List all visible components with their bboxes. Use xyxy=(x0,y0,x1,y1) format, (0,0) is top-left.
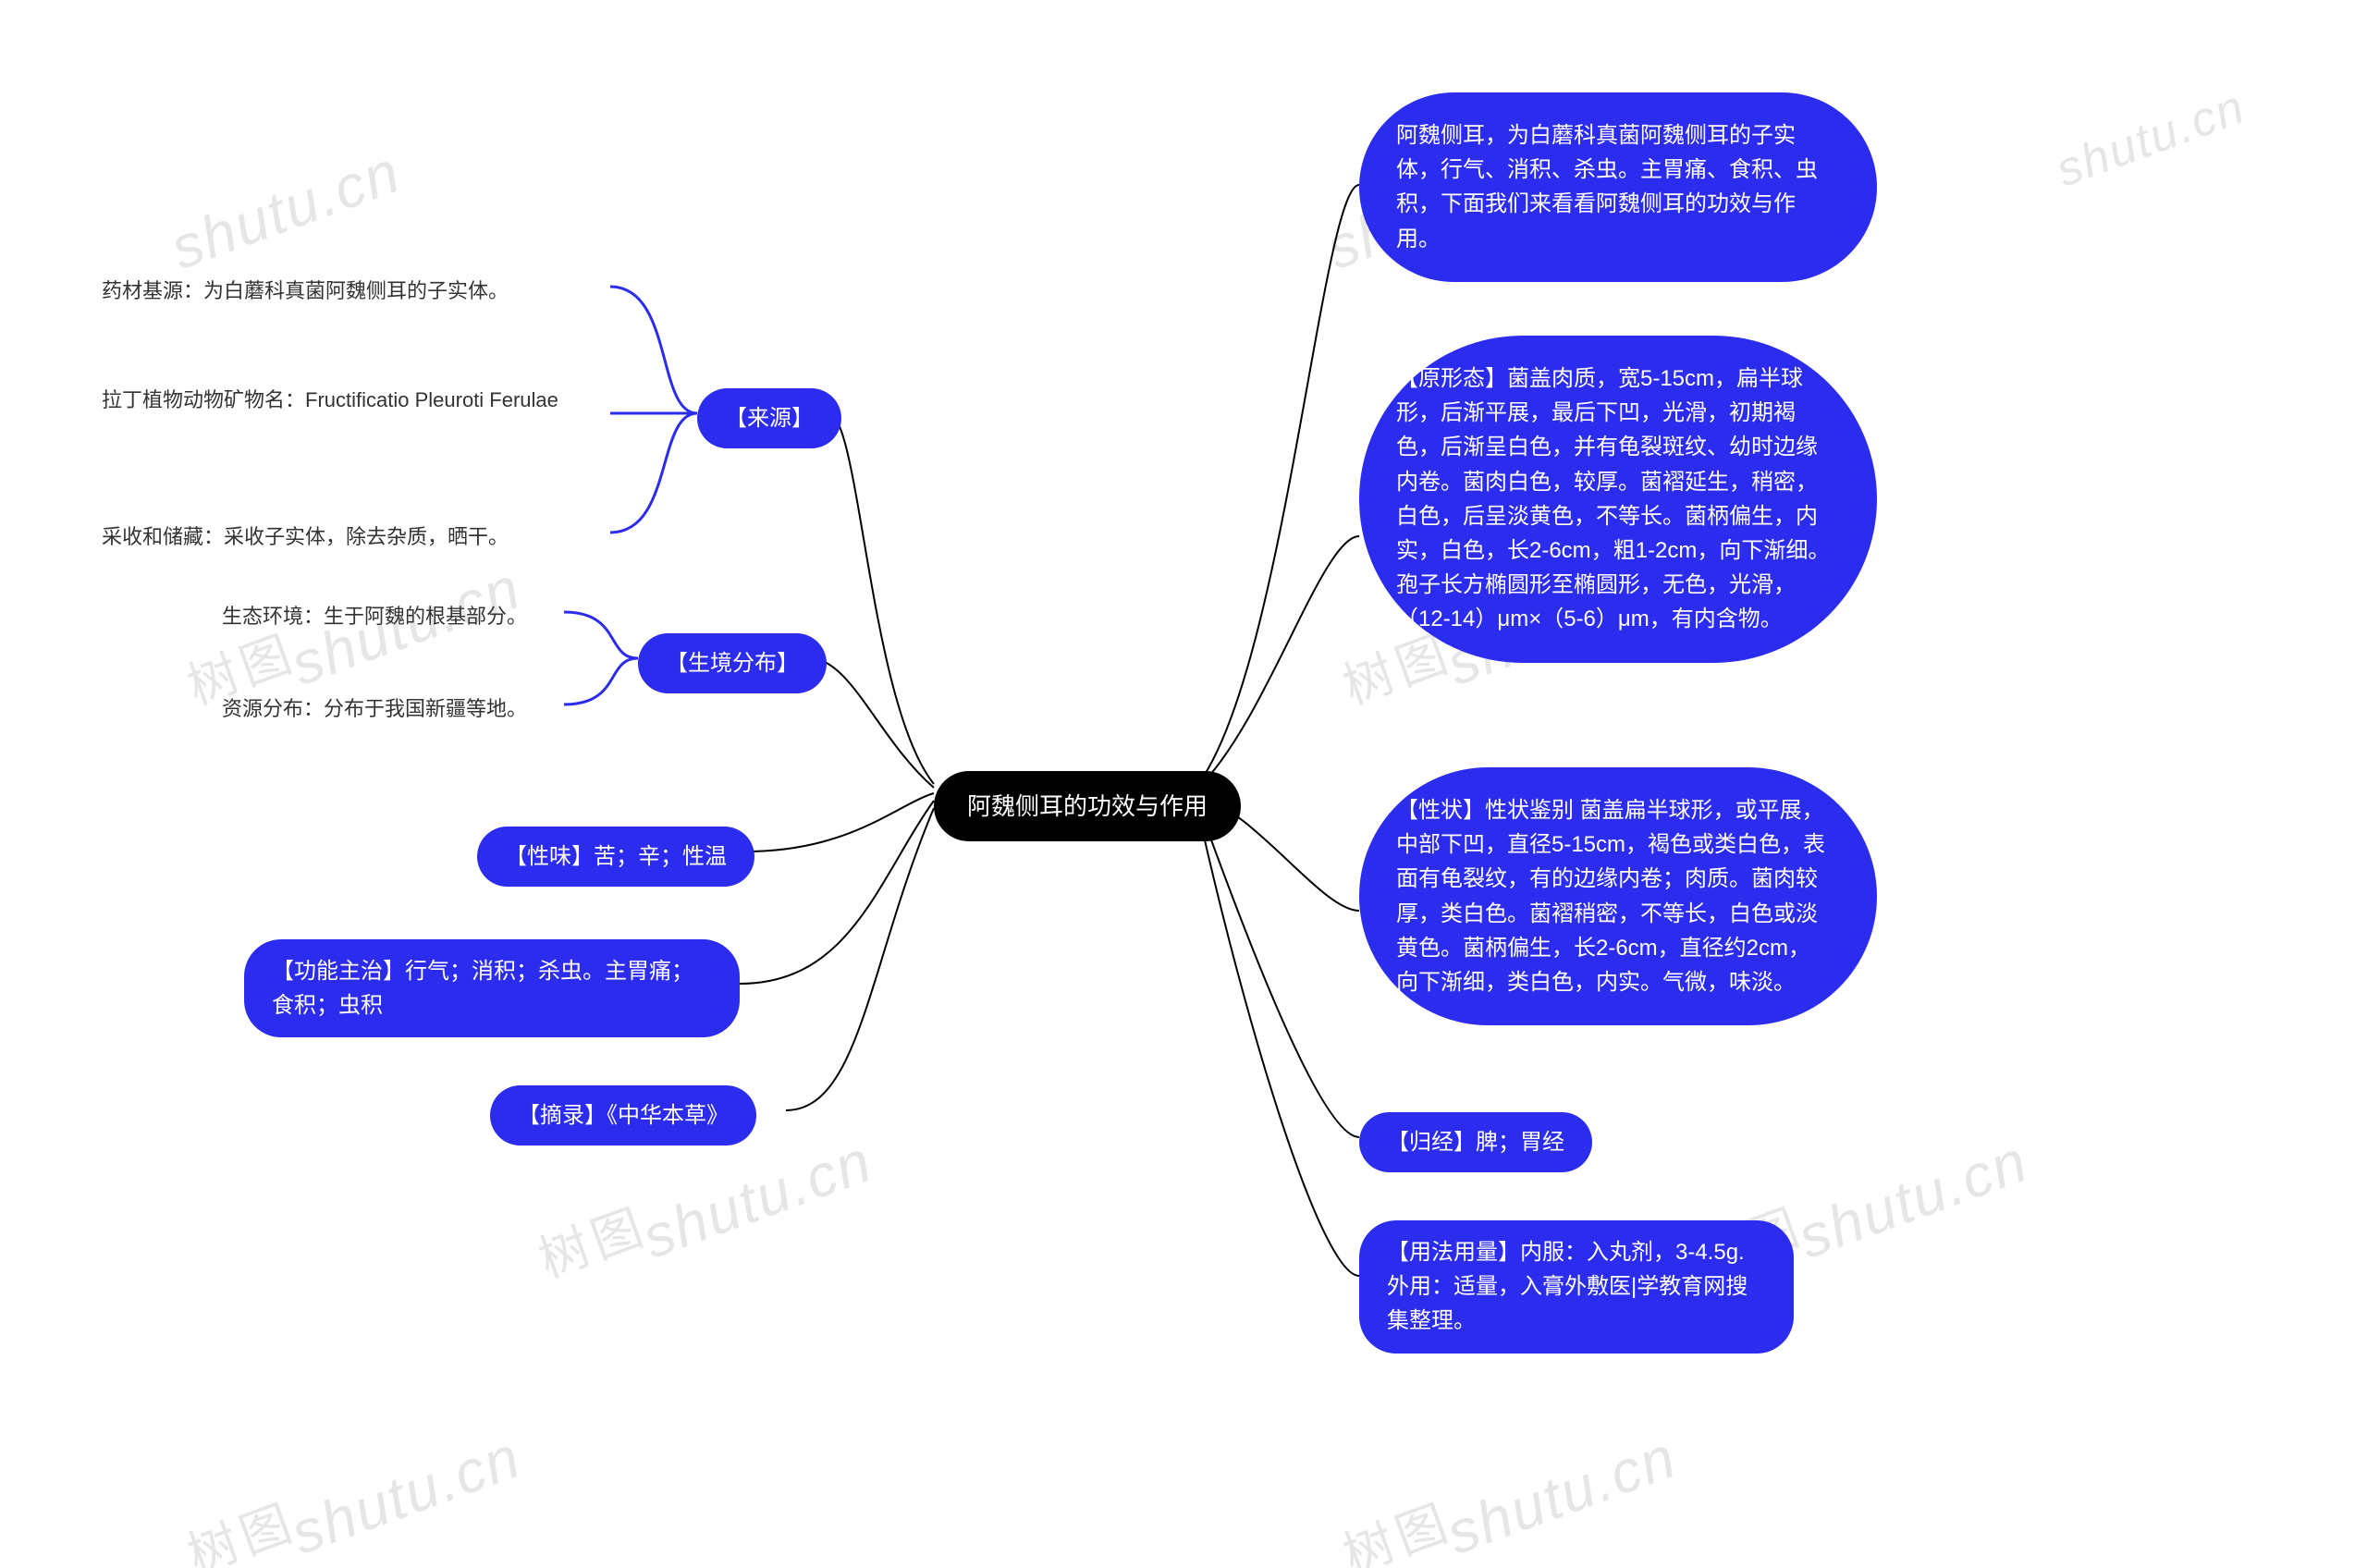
right-morph-text: 【原形态】菌盖肉质，宽5-15cm，扁半球形，后渐平展，最后下凹，光滑，初期褐色… xyxy=(1396,361,1833,637)
leaf-source-3: 采收和储藏：采收子实体，除去杂质，晒干。 xyxy=(102,521,601,553)
right-intro: 阿魏侧耳，为白蘑科真菌阿魏侧耳的子实体，行气、消积、杀虫。主胃痛、食积、虫积，下… xyxy=(1359,92,1877,282)
left-habitat-label: 【生境分布】 xyxy=(638,633,827,693)
right-shape-text: 【性状】性状鉴别 菌盖扁半球形，或平展，中部下凹，直径5-15cm，褐色或类白色… xyxy=(1396,793,1833,999)
watermark-en: shutu.cn xyxy=(282,1422,530,1568)
right-meridian: 【归经】脾；胃经 xyxy=(1359,1112,1592,1172)
left-taste: 【性味】苦；辛；性温 xyxy=(477,827,754,887)
watermark-cn: 树图 xyxy=(176,1481,305,1568)
watermark-cn: 树图 xyxy=(1331,1481,1461,1568)
watermark-en: shutu.cn xyxy=(162,137,410,283)
leaf-source-1: 药材基源：为白蘑科真菌阿魏侧耳的子实体。 xyxy=(102,276,601,307)
left-source-label: 【来源】 xyxy=(697,388,841,448)
leaf-source-2: 拉丁植物动物矿物名：Fructificatio Pleuroti Ferulae xyxy=(102,385,601,416)
leaf-habitat-2: 资源分布：分布于我国新疆等地。 xyxy=(222,693,555,725)
watermark-en: shutu.cn xyxy=(2049,79,2252,198)
right-dosage: 【用法用量】内服：入丸剂，3-4.5g.外用：适量，入膏外敷医|学教育网搜集整理… xyxy=(1359,1220,1794,1354)
right-intro-text: 阿魏侧耳，为白蘑科真菌阿魏侧耳的子实体，行气、消积、杀虫。主胃痛、食积、虫积，下… xyxy=(1396,118,1833,256)
watermark-cn: 树图 xyxy=(527,1185,656,1292)
watermark-en: shutu.cn xyxy=(633,1126,881,1272)
left-excerpt: 【摘录】《中华本草》 xyxy=(490,1085,756,1145)
watermark-en: shutu.cn xyxy=(1789,1126,2037,1272)
right-shape: 【性状】性状鉴别 菌盖扁半球形，或平展，中部下凹，直径5-15cm，褐色或类白色… xyxy=(1359,767,1877,1025)
right-morph: 【原形态】菌盖肉质，宽5-15cm，扁半球形，后渐平展，最后下凹，光滑，初期褐色… xyxy=(1359,336,1877,663)
leaf-habitat-1: 生态环境：生于阿魏的根基部分。 xyxy=(222,601,555,632)
central-topic: 阿魏侧耳的功效与作用 xyxy=(934,771,1241,841)
watermark-en: shutu.cn xyxy=(1438,1422,1686,1568)
left-function: 【功能主治】行气；消积；杀虫。主胃痛；食积；虫积 xyxy=(244,939,740,1037)
